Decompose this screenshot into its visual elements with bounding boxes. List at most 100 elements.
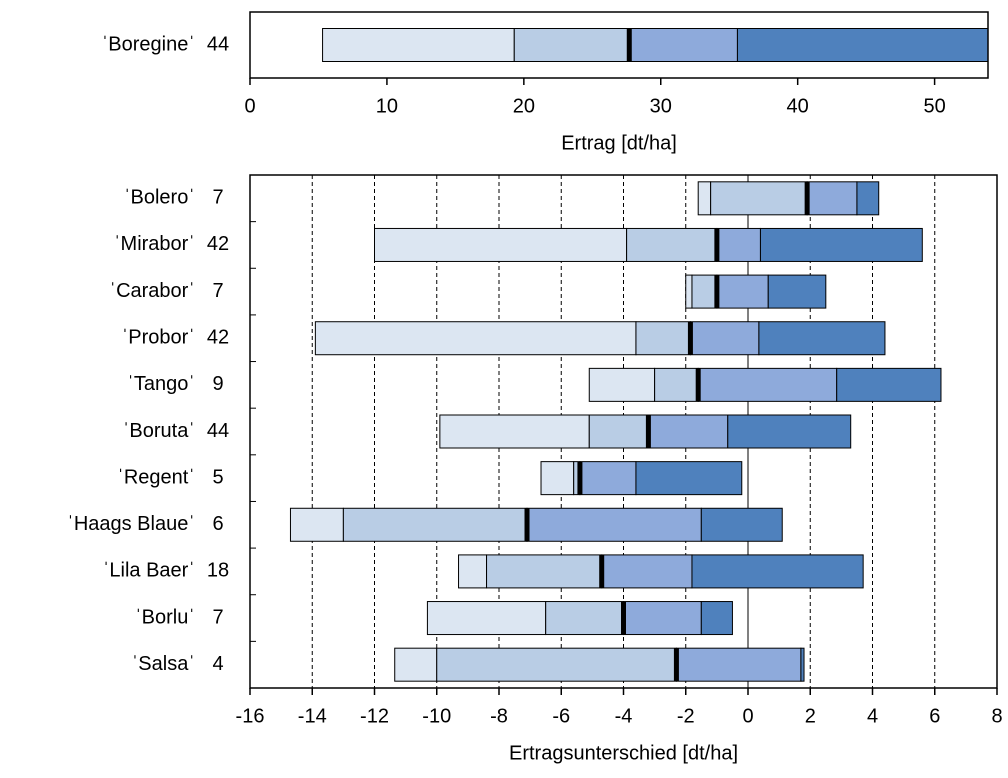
category-label: ˈMiraborˈ (114, 233, 195, 255)
median-mark (695, 368, 701, 402)
median-mark (804, 181, 810, 215)
bar-segment (675, 647, 802, 682)
median-mark (621, 601, 626, 635)
x-tick-label: 30 (650, 95, 672, 117)
median-mark (714, 275, 720, 309)
count-label: 44 (207, 420, 229, 442)
bar-segment (691, 554, 864, 589)
bar-segment (486, 554, 603, 589)
bar-segment (628, 28, 738, 62)
count-label: 42 (207, 327, 229, 349)
bar-segment (545, 601, 624, 636)
count-label: 4 (212, 653, 223, 675)
median-mark (599, 554, 605, 588)
bar-segment (439, 414, 590, 449)
plot-frame (249, 11, 989, 79)
x-tick-label: 8 (991, 705, 1002, 727)
x-tick-label: -8 (490, 705, 508, 727)
bar-segment (647, 414, 729, 449)
category-label: ˈProborˈ (122, 327, 195, 349)
x-axis-label: Ertrag [dt/ha] (561, 132, 677, 154)
bar-segment (654, 367, 699, 402)
x-tick-label: 4 (867, 705, 878, 727)
x-tick-label: 40 (787, 95, 809, 117)
x-tick-label: 10 (376, 95, 398, 117)
median-mark (577, 461, 583, 495)
bar-segment (700, 507, 783, 542)
category-label: ˈSalsaˈ (132, 653, 195, 675)
bar-segment (685, 274, 693, 309)
bar-segment (513, 28, 630, 62)
bar-segment (759, 227, 923, 262)
count-label: 5 (212, 466, 223, 488)
bar-segment (579, 461, 637, 496)
bar-segment (716, 274, 769, 309)
bar-segment (710, 181, 808, 216)
bar-segment (458, 554, 488, 589)
x-tick-label: -14 (298, 705, 327, 727)
count-label: 9 (212, 373, 223, 395)
x-tick-label: 2 (805, 705, 816, 727)
count-label: 7 (212, 280, 223, 302)
bar-segment (758, 321, 886, 356)
bar-segment (767, 274, 827, 309)
x-tick-label: 20 (513, 95, 535, 117)
median-mark (626, 28, 632, 62)
bar-segment (588, 367, 656, 402)
count-label: 42 (207, 233, 229, 255)
bar-segment (697, 181, 712, 216)
bar-segment (727, 414, 852, 449)
count-label: 18 (207, 560, 229, 582)
bar-segment (342, 507, 528, 542)
x-tick-label: -6 (552, 705, 570, 727)
category-label: ˈCaraborˈ (109, 280, 195, 302)
bar-segment (588, 414, 649, 449)
median-mark (524, 508, 530, 542)
bar-segment (635, 461, 743, 496)
bar-segment (394, 647, 438, 682)
bar-segment (697, 367, 838, 402)
count-label: 44 (207, 33, 229, 55)
bar-segment (700, 601, 733, 636)
x-tick-label: 0 (742, 705, 753, 727)
bar-segment (314, 321, 637, 356)
category-label: ˈHaags Blaueˈ (67, 513, 195, 535)
bar-segment (601, 554, 693, 589)
count-label: 7 (212, 606, 223, 628)
bar-segment (689, 321, 760, 356)
category-label: ˈBorluˈ (135, 606, 195, 628)
bar-segment (289, 507, 344, 542)
x-tick-label: 0 (244, 95, 255, 117)
bar-segment (426, 601, 547, 636)
bar-segment (736, 28, 989, 62)
category-label: ˈLila Baerˈ (103, 560, 195, 582)
x-tick-label: -12 (360, 705, 389, 727)
bar-segment (800, 647, 805, 682)
median-mark (673, 648, 679, 682)
category-label: ˈBoleroˈ (124, 187, 195, 209)
bar-segment (806, 181, 858, 216)
bar-segment (322, 28, 515, 62)
bar-segment (635, 321, 691, 356)
category-label: ˈTangoˈ (127, 373, 195, 395)
bar-segment (374, 227, 628, 262)
x-tick-label: -16 (236, 705, 265, 727)
count-label: 6 (212, 513, 223, 535)
x-tick-label: 6 (929, 705, 940, 727)
median-mark (714, 228, 720, 262)
median-mark (687, 321, 693, 355)
bar-segment (540, 461, 575, 496)
bar-segment (526, 507, 702, 542)
bar-segment (836, 367, 942, 402)
x-axis-label: Ertragsunterschied [dt/ha] (509, 742, 738, 764)
x-tick-label: -2 (677, 705, 695, 727)
category-label: ˈBoregineˈ (102, 33, 195, 55)
category-label: ˈBorutaˈ (123, 420, 195, 442)
median-mark (645, 415, 651, 448)
x-tick-label: -10 (422, 705, 451, 727)
count-label: 7 (212, 187, 223, 209)
bar-segment (626, 227, 718, 262)
bar-segment (716, 227, 761, 262)
bar-segment (691, 274, 718, 309)
